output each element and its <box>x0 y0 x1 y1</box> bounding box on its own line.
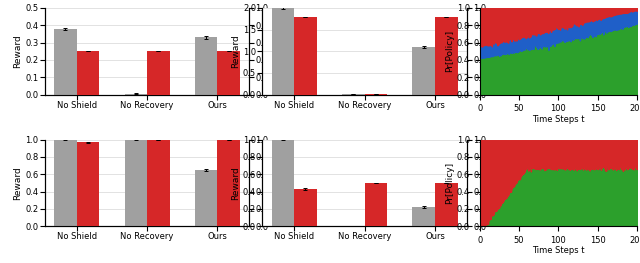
Y-axis label: Pr[Safe]: Pr[Safe] <box>488 33 497 69</box>
Y-axis label: Reward: Reward <box>231 34 240 68</box>
Y-axis label: Pr[Safe]: Pr[Safe] <box>271 165 280 201</box>
Bar <box>54 29 77 94</box>
Bar <box>218 51 240 94</box>
Bar <box>77 142 99 226</box>
Bar <box>435 17 458 94</box>
Bar <box>365 183 387 226</box>
Bar <box>294 17 317 94</box>
Bar <box>435 183 458 226</box>
Y-axis label: Reward: Reward <box>13 34 22 68</box>
Bar <box>195 170 218 226</box>
Bar <box>147 140 170 226</box>
Bar <box>54 140 77 226</box>
Bar <box>77 51 99 94</box>
X-axis label: Time Steps t: Time Steps t <box>532 115 584 124</box>
Bar <box>271 8 294 94</box>
Bar <box>218 140 240 226</box>
X-axis label: Time Steps t: Time Steps t <box>532 246 584 255</box>
Bar <box>294 189 317 226</box>
Y-axis label: Pr[Policy]: Pr[Policy] <box>445 162 454 204</box>
Bar <box>271 140 294 226</box>
Bar <box>195 37 218 94</box>
Bar <box>412 47 435 94</box>
Y-axis label: Pr[Safe]: Pr[Safe] <box>488 165 497 201</box>
Bar <box>147 51 170 94</box>
Y-axis label: Reward: Reward <box>13 166 22 200</box>
Y-axis label: Reward: Reward <box>231 166 240 200</box>
Y-axis label: Pr[Safe]: Pr[Safe] <box>271 33 280 69</box>
Bar <box>412 207 435 226</box>
Y-axis label: Pr[Policy]: Pr[Policy] <box>445 30 454 72</box>
Bar <box>125 140 147 226</box>
